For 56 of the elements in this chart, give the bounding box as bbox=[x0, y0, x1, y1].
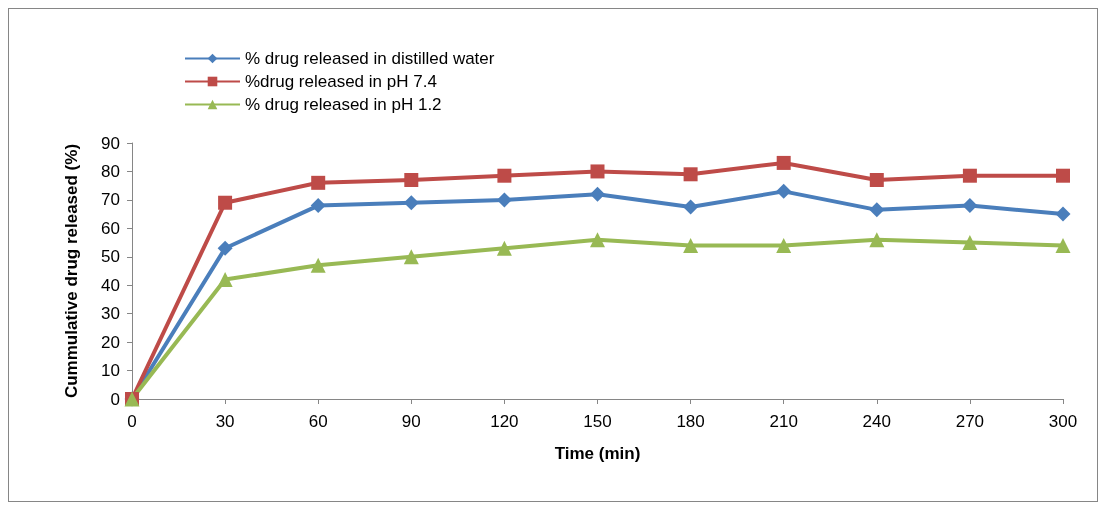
x-tick-label: 240 bbox=[862, 412, 891, 431]
point bbox=[217, 272, 233, 288]
point bbox=[310, 198, 326, 214]
point bbox=[496, 240, 512, 256]
point bbox=[1056, 168, 1070, 183]
y-axis-title: Cummulative drug released (%) bbox=[62, 143, 81, 399]
point bbox=[776, 183, 792, 199]
y-tick-label: 70 bbox=[101, 190, 120, 210]
point bbox=[496, 192, 512, 208]
point bbox=[590, 232, 605, 248]
point bbox=[683, 199, 699, 215]
x-tick-label: 300 bbox=[1048, 412, 1078, 431]
point bbox=[683, 167, 698, 182]
y-tick-label: 40 bbox=[101, 275, 120, 295]
x-tick-label: 90 bbox=[401, 412, 421, 431]
x-tick-label: 210 bbox=[769, 412, 798, 431]
point bbox=[590, 186, 605, 202]
y-tick-label: 0 bbox=[110, 389, 120, 409]
point bbox=[869, 172, 884, 187]
legend-label: %drug released in pH 7.4 bbox=[245, 72, 437, 91]
point bbox=[310, 257, 326, 273]
point bbox=[776, 155, 791, 170]
y-tick-label: 20 bbox=[101, 332, 120, 352]
point bbox=[217, 240, 233, 256]
x-tick-label: 0 bbox=[127, 412, 137, 431]
point bbox=[962, 168, 977, 183]
point bbox=[403, 195, 419, 211]
legend-label: % drug released in distilled water bbox=[245, 49, 495, 68]
point bbox=[776, 237, 792, 253]
x-tick-label: 120 bbox=[490, 412, 519, 431]
y-tick-label: 50 bbox=[101, 247, 120, 267]
y-tick-label: 80 bbox=[101, 161, 120, 181]
x-axis-title: Time (min) bbox=[554, 444, 641, 463]
point bbox=[311, 175, 326, 190]
x-tick-label: 270 bbox=[955, 412, 985, 431]
y-tick-label: 90 bbox=[101, 133, 120, 153]
point bbox=[869, 202, 885, 218]
point bbox=[404, 172, 419, 187]
x-tick-label: 180 bbox=[676, 412, 705, 431]
point bbox=[962, 235, 978, 251]
point bbox=[497, 168, 512, 183]
legend-label: % drug released in pH 1.2 bbox=[245, 95, 442, 114]
point bbox=[218, 195, 233, 210]
x-tick-label: 150 bbox=[583, 412, 612, 431]
x-tick-label: 30 bbox=[215, 412, 235, 431]
y-tick-label: 60 bbox=[101, 218, 120, 238]
x-tick-label: 60 bbox=[308, 412, 328, 431]
y-tick-label: 10 bbox=[101, 361, 120, 381]
y-tick-label: 30 bbox=[101, 304, 120, 324]
point bbox=[403, 249, 419, 265]
point bbox=[962, 198, 978, 214]
point bbox=[1055, 206, 1071, 222]
point bbox=[869, 232, 885, 248]
point bbox=[1055, 237, 1071, 253]
point bbox=[590, 164, 605, 179]
point bbox=[683, 237, 699, 253]
